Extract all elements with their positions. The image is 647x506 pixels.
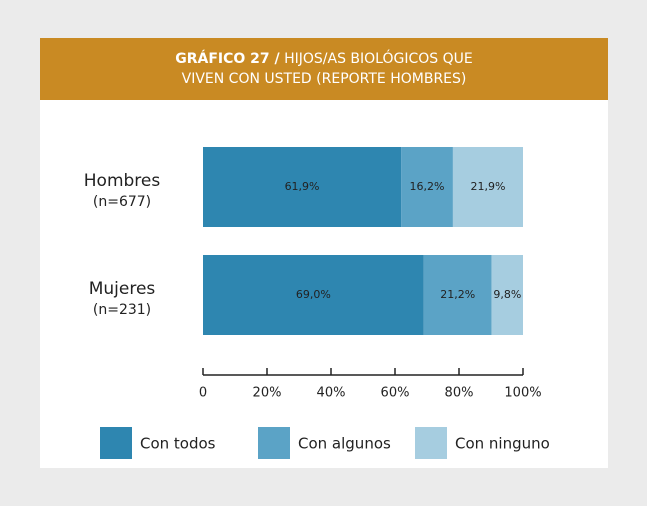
legend-swatch	[415, 427, 447, 459]
category-note: (n=231)	[93, 302, 151, 318]
x-tick-label: 100%	[504, 386, 541, 401]
bar-segment	[401, 147, 453, 227]
panel	[40, 38, 608, 468]
value-label: 21,9%	[470, 180, 505, 193]
value-label: 61,9%	[285, 180, 320, 193]
bar-segment	[491, 255, 523, 335]
bar-segment	[203, 147, 402, 227]
x-tick-label: 20%	[253, 386, 282, 401]
x-tick-label: 80%	[445, 386, 474, 401]
value-label: 21,2%	[440, 288, 475, 301]
x-tick-label: 60%	[381, 386, 410, 401]
title-text: HIJOS/AS BIOLÓGICOS QUE VIVEN CON USTED …	[181, 51, 473, 87]
category-label: Mujeres	[89, 279, 156, 299]
legend-label: Con todos	[140, 435, 216, 453]
x-tick-label: 40%	[317, 386, 346, 401]
legend-label: Con algunos	[298, 435, 391, 453]
value-label: 9,8%	[493, 288, 521, 301]
bar-segment	[423, 255, 492, 335]
value-label: 69,0%	[296, 288, 331, 301]
bar-segment	[452, 147, 523, 227]
category-label: Hombres	[84, 171, 161, 191]
legend-swatch	[258, 427, 290, 459]
x-tick-label: 0	[199, 386, 207, 401]
title-number: GRÁFICO 27 /	[175, 51, 280, 67]
category-note: (n=677)	[93, 194, 151, 210]
value-label: 16,2%	[410, 180, 445, 193]
legend-label: Con ninguno	[455, 435, 550, 453]
legend-swatch	[100, 427, 132, 459]
chart-title: GRÁFICO 27 / HIJOS/AS BIOLÓGICOS QUE VIV…	[40, 38, 608, 100]
bar-segment	[203, 255, 424, 335]
